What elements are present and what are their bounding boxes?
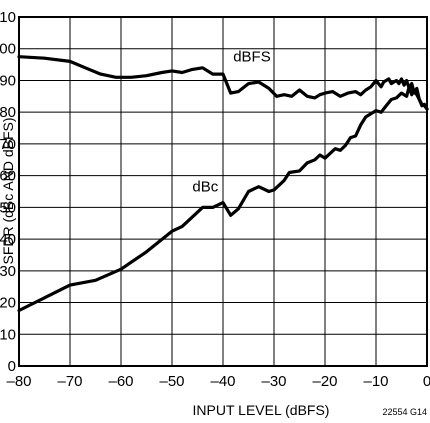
series-labels: dBFS dBc [192,48,270,195]
x-tick-label: –70 [57,373,82,390]
x-tick-label: –60 [108,373,133,390]
y-tick-label: 40 [0,231,16,248]
y-tick-label: 80 [0,104,16,121]
y-tick-label: 50 [0,199,16,216]
series-label-dbfs: dBFS [233,48,271,65]
series-label-dbc: dBc [192,179,218,196]
series-lines [17,55,429,313]
y-tick-label: 60 [0,168,16,185]
y-tick-label: 20 [0,295,16,312]
x-tick-label: –10 [363,373,388,390]
y-tick-label: 30 [0,263,16,280]
x-tick-label: –30 [261,373,286,390]
y-axis-label: SFDR (dBc AND dBFS) [0,117,16,264]
y-tick-label: 10 [0,326,16,343]
x-tick-label: –80 [6,373,31,390]
y-tick-label: 70 [0,136,16,153]
x-tick-label: –40 [210,373,235,390]
y-tick-label: 110 [0,9,16,26]
x-tick-label: –20 [312,373,337,390]
y-tick-label: 100 [0,41,16,58]
series-line-dbfs [17,55,429,111]
x-tick-label: 0 [423,373,430,390]
y-tick-label: 90 [0,72,16,89]
y-tick-labels: 0 10 20 30 40 50 60 70 80 90 100 110 [0,9,16,375]
grid [18,16,428,367]
y-tick-label: 0 [8,358,16,375]
x-tick-labels: –80 –70 –60 –50 –40 –30 –20 –10 0 [6,373,430,390]
figure-id: 22554 G14 [382,407,427,417]
plot-frame [18,16,428,367]
x-axis-label: INPUT LEVEL (dBFS) [193,402,330,418]
x-tick-label: –50 [159,373,184,390]
series-line-dbc [17,85,429,313]
